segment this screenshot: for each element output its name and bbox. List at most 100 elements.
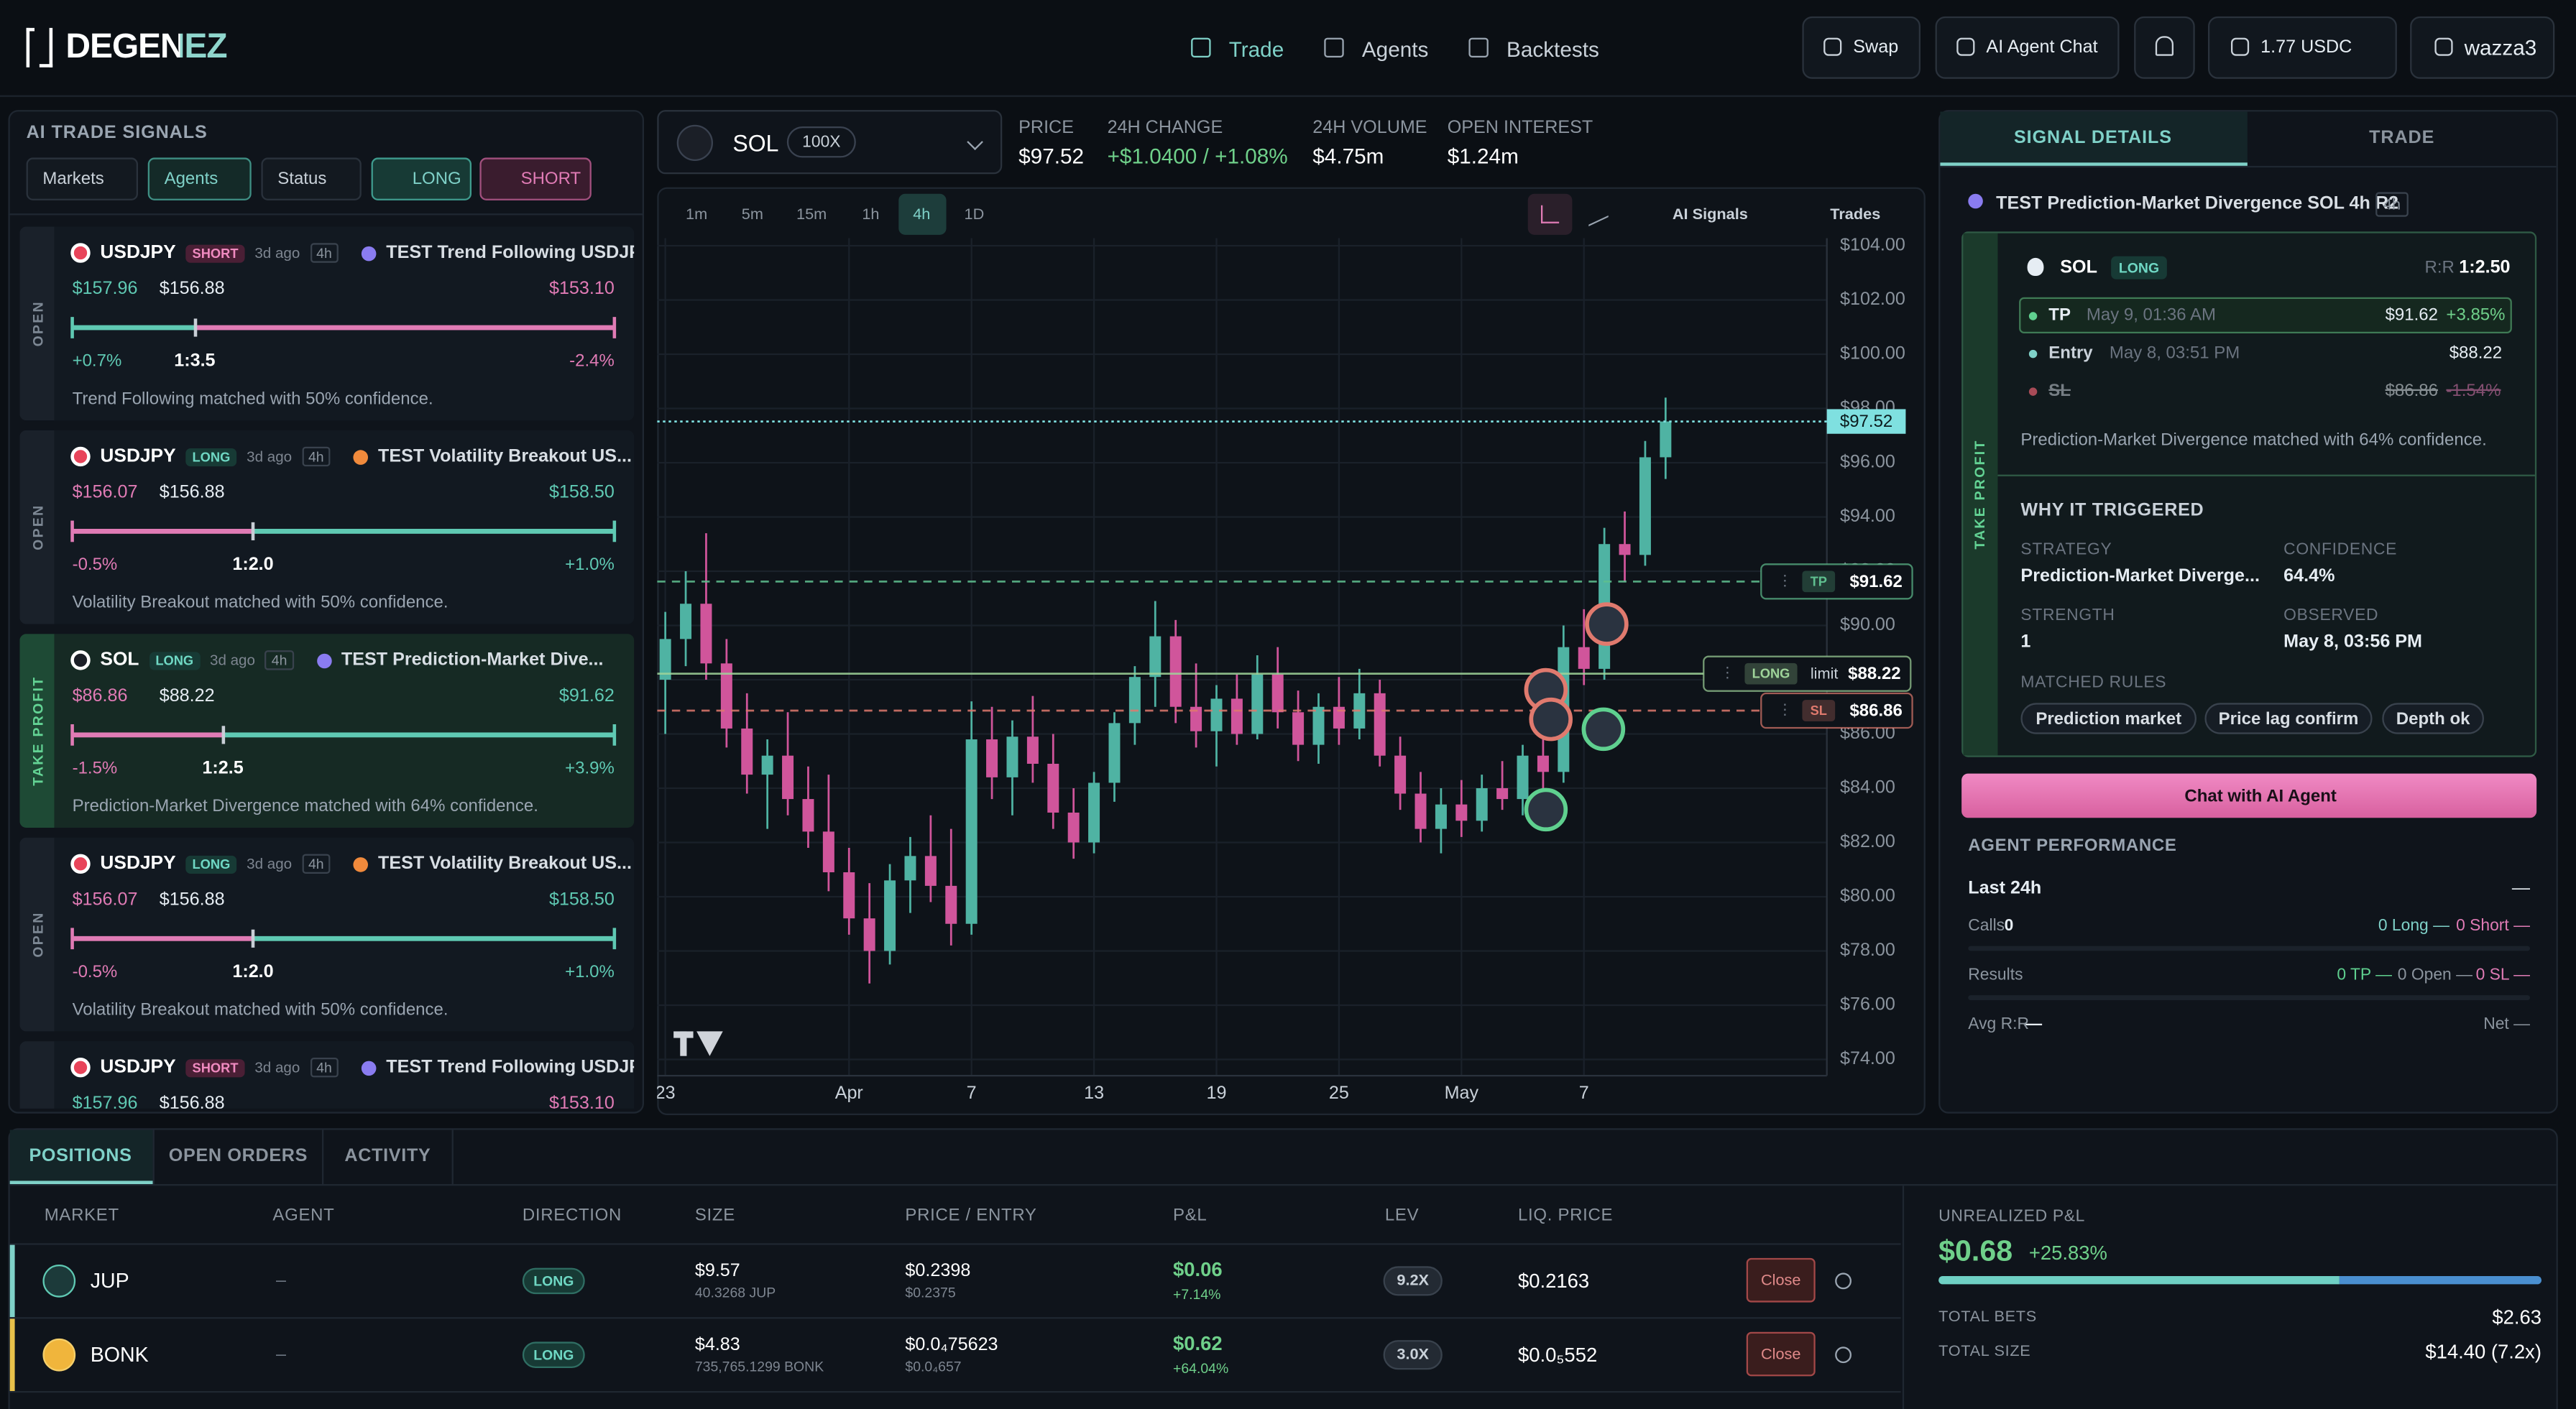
candle-body <box>1230 698 1243 734</box>
button-label[interactable]: Swap <box>1853 37 1899 57</box>
watermark <box>680 1031 687 1056</box>
level-name: TP <box>2048 305 2071 325</box>
tab-active[interactable] <box>9 1129 153 1185</box>
header-button[interactable] <box>2410 16 2555 79</box>
chat-label[interactable]: Chat with AI Agent <box>2184 786 2337 807</box>
candle-body <box>1149 636 1162 678</box>
x-tick-label: Apr <box>835 1083 863 1103</box>
indicator-button[interactable] <box>1527 193 1573 235</box>
entry-price: $156.88 <box>159 279 225 300</box>
timeframe-button[interactable]: 4h <box>913 205 931 224</box>
column-header: LIQ. PRICE <box>1518 1205 1614 1226</box>
entry: $0.2375 <box>905 1284 956 1301</box>
tab[interactable]: OPEN ORDERS <box>168 1146 308 1166</box>
size-detail: 735,765.1299 BONK <box>694 1358 824 1375</box>
long-filter[interactable] <box>371 157 472 200</box>
filter-label[interactable]: Markets <box>42 169 104 189</box>
signal-card[interactable]: OPEN USDJPY SHORT 3d ago 4h TEST Trend Follow… <box>19 226 635 421</box>
column-header: DIRECTION <box>522 1205 622 1226</box>
stop-price: $86.86 <box>72 686 128 706</box>
nav-link[interactable]: Trade <box>1228 37 1284 62</box>
close-button[interactable] <box>1746 1257 1816 1303</box>
entry-marker <box>221 726 225 744</box>
timeframe-button[interactable]: 5m <box>741 205 763 224</box>
pnl: $0.62 <box>1173 1331 1223 1355</box>
field-label: STRATEGY <box>2020 541 2112 560</box>
field-label: STRENGTH <box>2020 606 2115 625</box>
filter[interactable] <box>147 157 252 200</box>
timeframe-button[interactable]: 1D <box>964 205 985 224</box>
notification-button[interactable] <box>2134 16 2195 79</box>
filter-label[interactable]: LONG <box>412 169 461 189</box>
tab[interactable]: SIGNAL DETAILS <box>2013 128 2173 148</box>
timeframe-button[interactable]: 1m <box>686 205 708 224</box>
signal-card[interactable]: OPEN USDJPY LONG 3d ago 4h TEST Volatility Br… <box>19 837 635 1032</box>
button-label[interactable]: AI Agent Chat <box>1986 37 2098 57</box>
share-icon[interactable] <box>1835 1346 1852 1364</box>
perf-stat: 0 TP — <box>2337 966 2393 985</box>
filter-label[interactable]: Status <box>277 169 327 189</box>
section-title: WHY IT TRIGGERED <box>2020 501 2204 521</box>
divider <box>9 1391 1901 1393</box>
section-title: AGENT PERFORMANCE <box>1968 836 2177 856</box>
market: USDJPY <box>100 854 176 874</box>
tab[interactable]: ACTIVITY <box>344 1146 431 1166</box>
tab[interactable]: POSITIONS <box>29 1146 132 1166</box>
filter-label[interactable]: SHORT <box>520 169 581 189</box>
short-filter[interactable] <box>479 157 592 200</box>
perf-value: — <box>2025 1015 2043 1034</box>
close-button[interactable] <box>1746 1331 1816 1377</box>
pct: +1.0% <box>565 962 615 982</box>
filter[interactable] <box>261 157 362 200</box>
nav-link[interactable]: Agents <box>1361 37 1429 62</box>
entry-price: $156.88 <box>159 483 225 503</box>
symbol-selector[interactable] <box>657 110 1003 175</box>
summary-label: TOTAL SIZE <box>1938 1342 2031 1361</box>
timeframe-button[interactable]: 1h <box>862 205 880 224</box>
agent: – <box>276 1271 287 1291</box>
nav-icon <box>1191 37 1211 57</box>
size-detail: 40.3268 JUP <box>694 1284 776 1301</box>
close-label[interactable]: Close <box>1760 1272 1801 1290</box>
bell-icon <box>2155 36 2174 56</box>
header-button[interactable] <box>1935 16 2120 79</box>
y-tick-label: $84.00 <box>1840 777 1895 798</box>
button-label[interactable]: 1.77 USDC <box>2260 37 2352 57</box>
signal-card[interactable]: TAKE PROFIT SOL LONG 3d ago 4h TEST Predictio… <box>19 634 635 828</box>
y-tick-label: $104.00 <box>1840 238 1905 254</box>
x-tick-label: 7 <box>1579 1083 1589 1103</box>
filter[interactable] <box>26 157 139 200</box>
filter-label[interactable]: Agents <box>164 169 218 189</box>
close-label[interactable]: Close <box>1760 1346 1801 1364</box>
row-accent <box>9 1318 15 1392</box>
perf-stat: 0 SL — <box>2475 966 2531 985</box>
signal-card[interactable]: OPEN USDJPY LONG 3d ago 4h TEST Volatility Br… <box>19 430 635 624</box>
x-tick-label: 23 <box>657 1083 675 1103</box>
x-tick-label: 13 <box>1084 1083 1104 1103</box>
tab-active[interactable] <box>1940 111 2248 166</box>
button-label[interactable]: wazza3 <box>2464 35 2537 60</box>
tool-button[interactable]: AI Signals <box>1672 205 1748 224</box>
stat-value: +$1.0400 / +1.08% <box>1107 144 1288 169</box>
header-button[interactable] <box>1802 16 1920 79</box>
pnl-bar <box>1938 1276 2340 1285</box>
range-bar <box>223 732 615 738</box>
header-button[interactable] <box>2208 16 2397 79</box>
pct: -0.5% <box>72 555 118 576</box>
chat-button[interactable] <box>1961 773 2537 818</box>
tool-button[interactable]: Trades <box>1830 205 1881 224</box>
timeframe-button[interactable]: 15m <box>796 205 827 224</box>
market: JUP <box>90 1269 129 1293</box>
level-dot <box>2028 387 2038 395</box>
toggle[interactable]: — <box>2511 878 2531 899</box>
button-icon <box>2231 37 2250 56</box>
candle-body <box>904 856 916 881</box>
field-label: CONFIDENCE <box>2283 541 2398 560</box>
nav-link[interactable]: Backtests <box>1506 37 1599 62</box>
tab[interactable]: TRADE <box>2369 128 2435 148</box>
share-icon[interactable] <box>1835 1272 1852 1290</box>
market-icon <box>70 243 91 263</box>
perf-label: Calls <box>1968 917 2005 936</box>
signal-card[interactable]: USDJPY SHORT 3d ago 4h TEST Trend Following … <box>19 1041 635 1109</box>
panel-title: AI TRADE SIGNALS <box>26 123 208 143</box>
